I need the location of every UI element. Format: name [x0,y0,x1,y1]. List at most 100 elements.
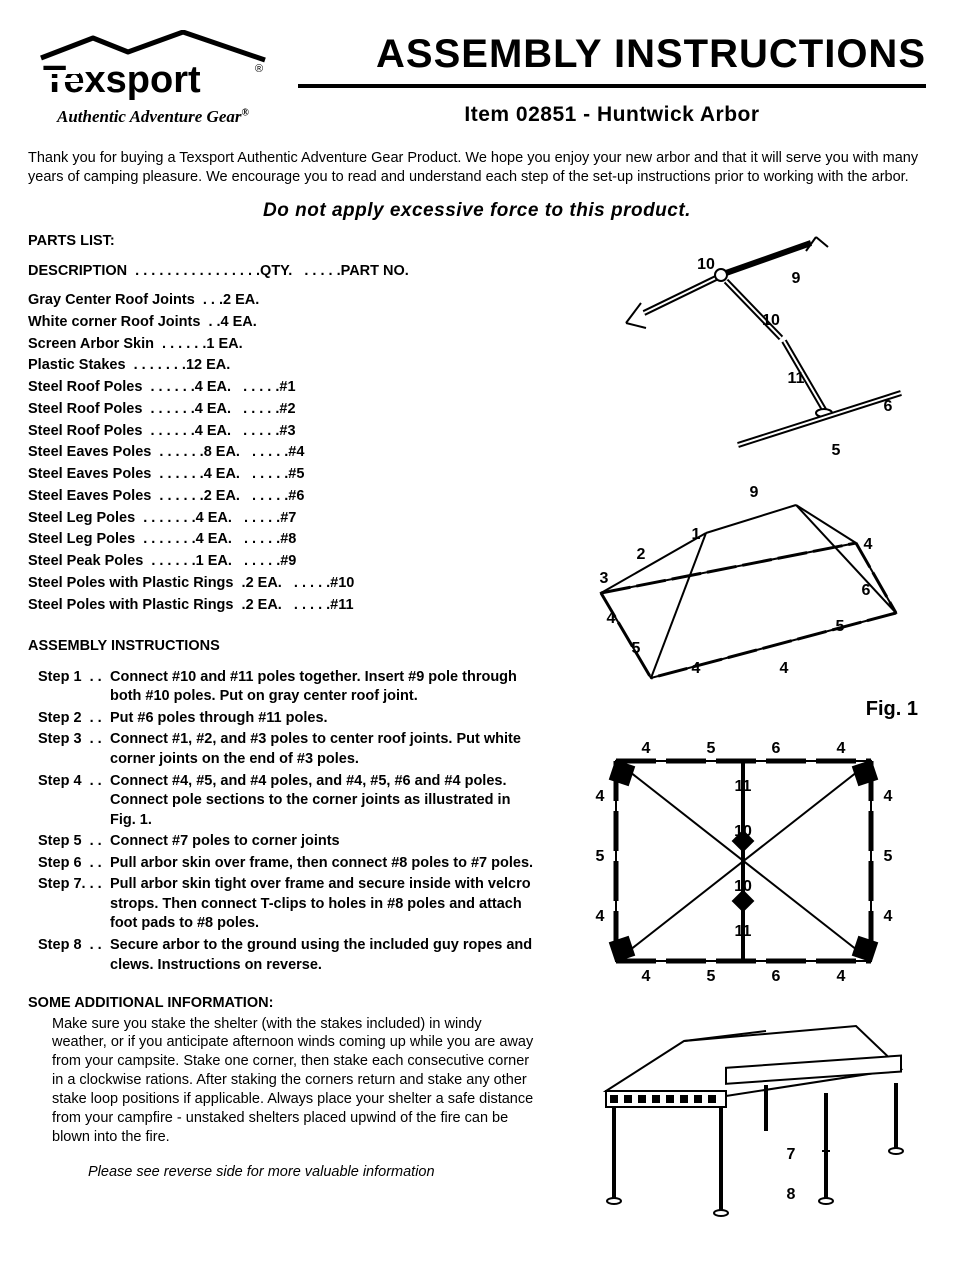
step-label: Step 2 . . [28,709,110,729]
svg-text:5: 5 [632,640,641,657]
step-label: Step 6 . . [28,854,110,874]
step-text: Secure arbor to the ground using the inc… [110,936,538,975]
step-label: Step 7. . . [28,875,110,934]
assembly-step: Step 2 . .Put #6 poles through #11 poles… [28,709,538,729]
svg-text:6: 6 [772,740,781,757]
assembly-step: Step 3 . .Connect #1, #2, and #3 poles t… [28,730,538,769]
svg-text:5: 5 [596,848,605,865]
svg-text:4: 4 [837,968,846,985]
svg-text:9: 9 [750,484,759,501]
assembly-step: Step 8 . .Secure arbor to the ground usi… [28,936,538,975]
svg-text:4: 4 [642,968,651,985]
parts-row: Steel Poles with Plastic Rings .2 EA. . … [28,595,538,617]
svg-text:5: 5 [832,442,841,459]
left-column: PARTS LIST: DESCRIPTION . . . . . . . . … [28,233,538,1221]
right-column: 10 9 10 11 6 5 9 1 [556,233,926,1221]
svg-text:6: 6 [884,398,893,415]
step-label: Step 5 . . [28,832,110,852]
assembly-title: ASSEMBLY INSTRUCTIONS [28,638,538,655]
svg-text:10: 10 [734,823,752,840]
svg-text:4: 4 [837,740,846,757]
step-label: Step 8 . . [28,936,110,975]
svg-text:4: 4 [607,610,616,627]
svg-text:10: 10 [697,256,715,273]
parts-row: Steel Roof Poles . . . . . .4 EA. . . . … [28,399,538,421]
texsport-logo-icon: Texsport ® [33,30,273,105]
svg-text:4: 4 [884,908,893,925]
svg-text:4: 4 [884,788,893,805]
parts-row: Plastic Stakes . . . . . . .12 EA. [28,355,538,377]
step-text: Connect #4, #5, and #4 poles, and #4, #5… [110,772,538,831]
svg-text:5: 5 [707,968,716,985]
svg-text:5: 5 [884,848,893,865]
svg-text:2: 2 [637,546,646,563]
assembly-step: Step 5 . .Connect #7 poles to corner joi… [28,832,538,852]
parts-row: Steel Peak Poles . . . . . .1 EA. . . . … [28,551,538,573]
svg-text:4: 4 [596,788,605,805]
svg-text:10: 10 [734,878,752,895]
svg-text:6: 6 [772,968,781,985]
assembly-step: Step 7. . .Pull arbor skin tight over fr… [28,875,538,934]
intro-paragraph: Thank you for buying a Texsport Authenti… [28,149,926,186]
parts-row: Steel Roof Poles . . . . . .4 EA. . . . … [28,377,538,399]
parts-row: Gray Center Roof Joints . . .2 EA. [28,290,538,312]
svg-text:5: 5 [707,740,716,757]
parts-row: Steel Roof Poles . . . . . .4 EA. . . . … [28,421,538,443]
svg-text:11: 11 [788,370,805,387]
svg-text:10: 10 [762,312,780,329]
svg-text:8: 8 [787,1186,796,1203]
svg-text:7: 7 [787,1146,796,1163]
header-row: Texsport ® Authentic Adventure Gear® ASS… [28,30,926,127]
reg-mark: ® [242,107,249,118]
parts-row: Steel Eaves Poles . . . . . .2 EA. . . .… [28,486,538,508]
assembly-step: Step 4 . .Connect #4, #5, and #4 poles, … [28,772,538,831]
parts-row: Steel Poles with Plastic Rings .2 EA. . … [28,573,538,595]
figure-1-label: Fig. 1 [556,697,918,721]
svg-text:11: 11 [735,923,752,940]
brand-tagline: Authentic Adventure Gear® [28,107,278,127]
step-text: Connect #10 and #11 poles together. Inse… [110,668,538,707]
footer-note: Please see reverse side for more valuabl… [28,1164,538,1181]
diagram-assembled-arbor: 78 [566,1001,916,1221]
parts-table: Gray Center Roof Joints . . .2 EA.White … [28,290,538,616]
tagline-text: Authentic Adventure Gear [57,107,242,126]
svg-text:4: 4 [642,740,651,757]
diagram-top-plan: 4 5 6 4 4 5 6 4 4 5 4 4 5 4 11 10 10 11 [566,721,916,1001]
svg-text:11: 11 [735,778,752,795]
assembly-section: ASSEMBLY INSTRUCTIONS Step 1 . .Connect … [28,638,538,975]
item-line: Item 02851 - Huntwick Arbor [298,102,926,127]
svg-text:6: 6 [862,582,871,599]
parts-row: Steel Eaves Poles . . . . . .8 EA. . . .… [28,442,538,464]
svg-text:1: 1 [692,526,701,543]
additional-info-body: Make sure you stake the shelter (with th… [28,1015,538,1147]
step-text: Pull arbor skin over frame, then connect… [110,854,538,874]
parts-row: Steel Eaves Poles . . . . . .4 EA. . . .… [28,464,538,486]
parts-row: Steel Leg Poles . . . . . . .4 EA. . . .… [28,508,538,530]
parts-row: White corner Roof Joints . .4 EA. [28,312,538,334]
warning-line: Do not apply excessive force to this pro… [28,200,926,223]
title-block: ASSEMBLY INSTRUCTIONS Item 02851 - Huntw… [298,30,926,127]
svg-text:4: 4 [864,536,873,553]
step-text: Pull arbor skin tight over frame and sec… [110,875,538,934]
diagram-roof-frame: 91423645544 [566,473,916,693]
svg-text:4: 4 [780,660,789,677]
parts-row: Steel Leg Poles . . . . . . .4 EA. . . .… [28,529,538,551]
title-rule [298,84,926,88]
step-label: Step 1 . . [28,668,110,707]
svg-text:4: 4 [596,908,605,925]
svg-text:®: ® [255,63,263,75]
svg-text:3: 3 [600,570,609,587]
svg-text:9: 9 [792,270,801,287]
additional-info-title: SOME ADDITIONAL INFORMATION: [28,995,538,1012]
brand-logo-block: Texsport ® Authentic Adventure Gear® [28,30,278,127]
parts-list-title: PARTS LIST: [28,233,538,250]
step-text: Connect #1, #2, and #3 poles to center r… [110,730,538,769]
diagram-peak-detail: 10 9 10 11 6 5 [566,233,916,473]
assembly-step: Step 6 . .Pull arbor skin over frame, th… [28,854,538,874]
parts-row: Screen Arbor Skin . . . . . .1 EA. [28,334,538,356]
step-text: Put #6 poles through #11 poles. [110,709,538,729]
step-label: Step 4 . . [28,772,110,831]
svg-text:5: 5 [836,618,845,635]
step-text: Connect #7 poles to corner joints [110,832,538,852]
step-label: Step 3 . . [28,730,110,769]
